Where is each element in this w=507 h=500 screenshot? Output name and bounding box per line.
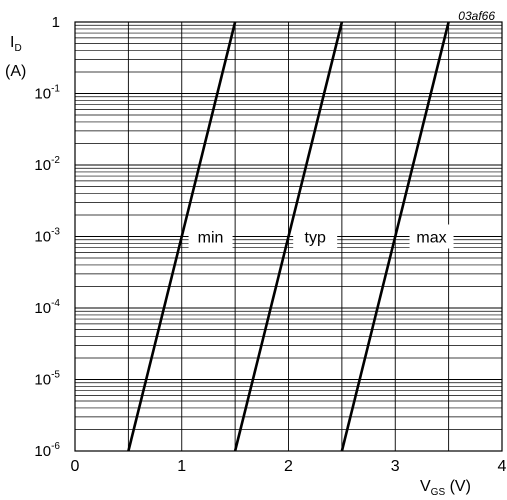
- series-line-typ: [233, 21, 344, 452]
- y-axis-unit: (A): [5, 63, 27, 80]
- y-tick-label: 10-6: [34, 441, 60, 460]
- y-tick-label: 10-3: [34, 227, 60, 246]
- y-tick-label: 10-1: [34, 84, 60, 103]
- series-label-max: max: [416, 230, 446, 247]
- series-label-min: min: [198, 230, 224, 247]
- series-label-typ: typ: [305, 230, 326, 247]
- plot-frame: [74, 21, 503, 452]
- x-tick-label: 4: [498, 458, 507, 475]
- y-tick-label: 1: [52, 14, 60, 31]
- figure-id: 03af66: [458, 9, 495, 23]
- x-tick-label: 2: [284, 458, 293, 475]
- y-axis-label: ID: [10, 34, 22, 54]
- x-tick-label: 0: [71, 458, 80, 475]
- series-label-bg: [293, 224, 338, 249]
- series-label-bg: [409, 224, 454, 249]
- series-label-bg: [188, 224, 233, 249]
- y-tick-label: 10-5: [34, 370, 60, 389]
- x-tick-label: 1: [177, 458, 186, 475]
- x-tick-label: 3: [391, 458, 400, 475]
- y-tick-label: 10-4: [34, 298, 60, 317]
- series-line-min: [127, 21, 237, 452]
- series-line-max: [340, 21, 450, 452]
- x-axis-label: VGS (V): [420, 478, 471, 498]
- y-tick-label: 10-2: [34, 155, 60, 174]
